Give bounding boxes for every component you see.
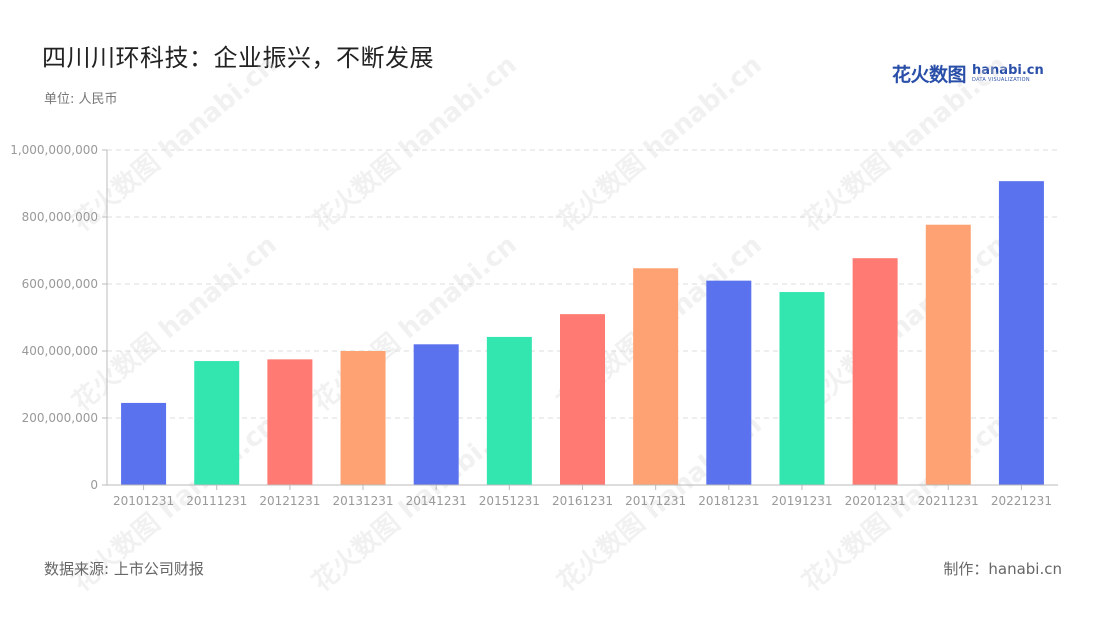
y-tick-label: 200,000,000 [22, 411, 98, 425]
logo-en-block: hanabi.cn DATA VISUALIZATION [972, 64, 1044, 83]
watermark-text: 花火数图 hanabi.cn [797, 50, 1013, 238]
y-tick-label: 0 [90, 478, 98, 492]
x-tick-label: 20221231 [991, 494, 1052, 508]
x-tick-label: 20161231 [552, 494, 613, 508]
y-axis: 0 200,000,000 400,000,000 600,000,000 800,00… [10, 143, 108, 492]
x-tick-label: 20211231 [918, 494, 979, 508]
bar [706, 280, 752, 485]
chart-title: 四川川环科技：企业振兴，不断发展 [42, 44, 434, 72]
logo-cn-text: 花火数图 [892, 63, 967, 86]
hanabi-logo: 花火数图 hanabi.cn DATA VISUALIZATION [892, 58, 1044, 88]
x-axis: 20101231 20111231 20121231 20131231 20141231… [107, 484, 1058, 508]
x-tick-label: 20171231 [625, 494, 686, 508]
bar [267, 359, 313, 485]
bar [779, 292, 825, 485]
bar [852, 258, 898, 485]
y-tick-label: 400,000,000 [22, 344, 98, 358]
x-tick-label: 20131231 [332, 494, 393, 508]
logo-en-subtext: DATA VISUALIZATION [972, 76, 1030, 83]
x-tick-label: 20201231 [845, 494, 906, 508]
bar [340, 351, 386, 485]
watermark-text: 花火数图 hanabi.cn [67, 230, 283, 418]
bar [121, 402, 167, 485]
y-tick-label: 600,000,000 [22, 277, 98, 291]
watermark-text: 花火数图 hanabi.cn [307, 50, 523, 238]
x-tick-label: 20141231 [406, 494, 467, 508]
x-tick-label: 20101231 [113, 494, 174, 508]
x-tick-label: 20181231 [698, 494, 759, 508]
y-tick-label: 800,000,000 [22, 210, 98, 224]
bar [413, 344, 459, 485]
watermark-text: 花火数图 hanabi.cn [67, 50, 283, 238]
x-tick-label: 20191231 [771, 494, 832, 508]
watermark-text: 花火数图 hanabi.cn [797, 230, 1013, 418]
watermark-text: 花火数图 hanabi.cn [552, 50, 768, 238]
grid-lines [107, 149, 1058, 419]
bar [925, 224, 971, 485]
bar [560, 314, 605, 485]
y-tick-label: 1,000,000,000 [10, 143, 98, 157]
data-source: 数据来源: 上市公司财报 [44, 560, 204, 578]
logo-en-text: hanabi.cn [972, 62, 1044, 78]
bar [633, 268, 679, 485]
unit-label: 单位: 人民币 [44, 92, 118, 107]
bars [121, 181, 1044, 485]
bar [194, 361, 240, 485]
x-tick-label: 20121231 [259, 494, 320, 508]
bar [998, 181, 1044, 485]
bar [486, 336, 532, 485]
credit-label: 制作：hanabi.cn [943, 560, 1062, 578]
x-tick-label: 20151231 [479, 494, 540, 508]
x-tick-label: 20111231 [186, 494, 247, 508]
